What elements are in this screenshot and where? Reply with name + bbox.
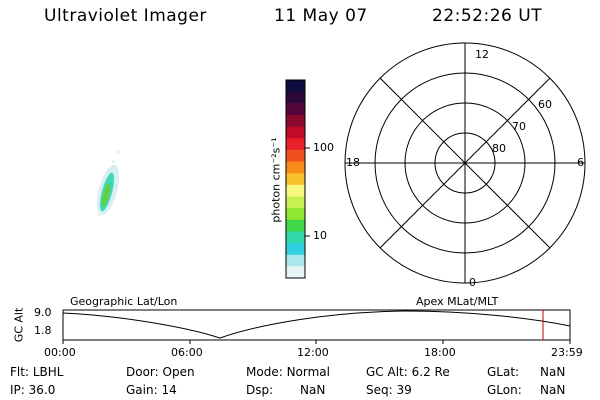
timeline-y-label: GC Alt: [12, 307, 26, 343]
colorbar-frame: [285, 79, 306, 279]
colorbar-band: [286, 161, 305, 174]
mlt-label-18: 18: [346, 156, 360, 169]
door-field: Door: Open: [126, 365, 195, 379]
colorbar-label-100: 100: [313, 141, 334, 154]
colorbar-band: [286, 243, 305, 256]
colorbar-band: [286, 254, 305, 267]
timeline-x-tick-3: 18:00: [424, 346, 456, 359]
colorbar-band: [286, 149, 305, 163]
colorbar-band: [286, 103, 305, 116]
colorbar-band: [286, 80, 305, 93]
timeline-y-min: 1.8: [34, 324, 52, 337]
flt-label: Flt:: [10, 365, 29, 379]
lat-label-70: 70: [512, 120, 526, 133]
gain-field: Gain: 14: [126, 383, 177, 397]
lat-label-60: 60: [538, 98, 552, 111]
seq-field: Seq: 39: [366, 383, 412, 397]
glat-label: GLat:: [487, 365, 520, 379]
timeline-ticks: [62, 340, 571, 344]
glon-label: GLon:: [487, 383, 522, 397]
seq-label: Seq:: [366, 383, 393, 397]
gain-value: 14: [161, 383, 177, 397]
auroral-image: [97, 150, 120, 216]
door-label: Door:: [126, 365, 159, 379]
mode-label: Mode:: [246, 365, 283, 379]
ip-value: 36.0: [28, 383, 56, 397]
colorbar: [286, 80, 305, 279]
date-label: 11 May 07: [274, 6, 368, 26]
colorbar-band: [286, 184, 305, 198]
gain-label: Gain:: [126, 383, 158, 397]
timeline-x-tick-0: 00:00: [44, 346, 76, 359]
colorbar-band: [286, 231, 305, 244]
dsp-value: NaN: [300, 383, 326, 397]
altitude-curve: [62, 310, 571, 339]
colorbar-band: [286, 114, 305, 128]
mode-field: Mode: Normal: [246, 365, 330, 379]
door-value: Open: [162, 365, 195, 379]
colorbar-band: [286, 126, 305, 139]
colorbar-band: [286, 91, 305, 104]
lat-label-80: 80: [492, 142, 506, 155]
ip-label: IP:: [10, 383, 25, 397]
dsp-label: Dsp:: [246, 383, 274, 397]
colorbar-band: [286, 138, 305, 151]
timeline-x-tick-4: 23:59: [551, 346, 583, 359]
flt-field: Flt: LBHL: [10, 365, 63, 379]
time-label: 22:52:26 UT: [432, 6, 543, 26]
timeline-x-tick-1: 06:00: [171, 346, 203, 359]
glon-value: NaN: [540, 383, 566, 397]
gcalt-field: GC Alt: 6.2 Re: [366, 365, 450, 379]
timeline-x-tick-2: 12:00: [297, 346, 329, 359]
colorbar-band: [286, 208, 305, 221]
colorbar-band: [286, 219, 305, 233]
timeline-left-label: Geographic Lat/Lon: [70, 295, 178, 308]
colorbar-band: [286, 266, 305, 279]
colorbar-unit-label: photon cm⁻²s⁻¹: [269, 137, 283, 223]
ip-field: IP: 36.0: [10, 383, 55, 397]
polar-dial: [344, 42, 586, 284]
mode-value: Normal: [286, 365, 330, 379]
mlt-label-6: 6: [577, 156, 584, 169]
colorbar-label-10: 10: [313, 229, 327, 242]
gcalt-label: GC Alt:: [366, 365, 408, 379]
mlt-label-0: 0: [469, 276, 476, 289]
flt-value: LBHL: [32, 365, 64, 379]
timeline-y-max: 9.0: [34, 306, 52, 319]
timeline-right-label: Apex MLat/MLT: [416, 295, 499, 308]
gcalt-value: 6.2 Re: [411, 365, 450, 379]
seq-value: 39: [396, 383, 412, 397]
colorbar-band: [286, 173, 305, 186]
glat-value: NaN: [540, 365, 566, 379]
instrument-title: Ultraviolet Imager: [44, 6, 207, 26]
colorbar-band: [286, 196, 305, 209]
mlt-label-12: 12: [475, 48, 489, 61]
